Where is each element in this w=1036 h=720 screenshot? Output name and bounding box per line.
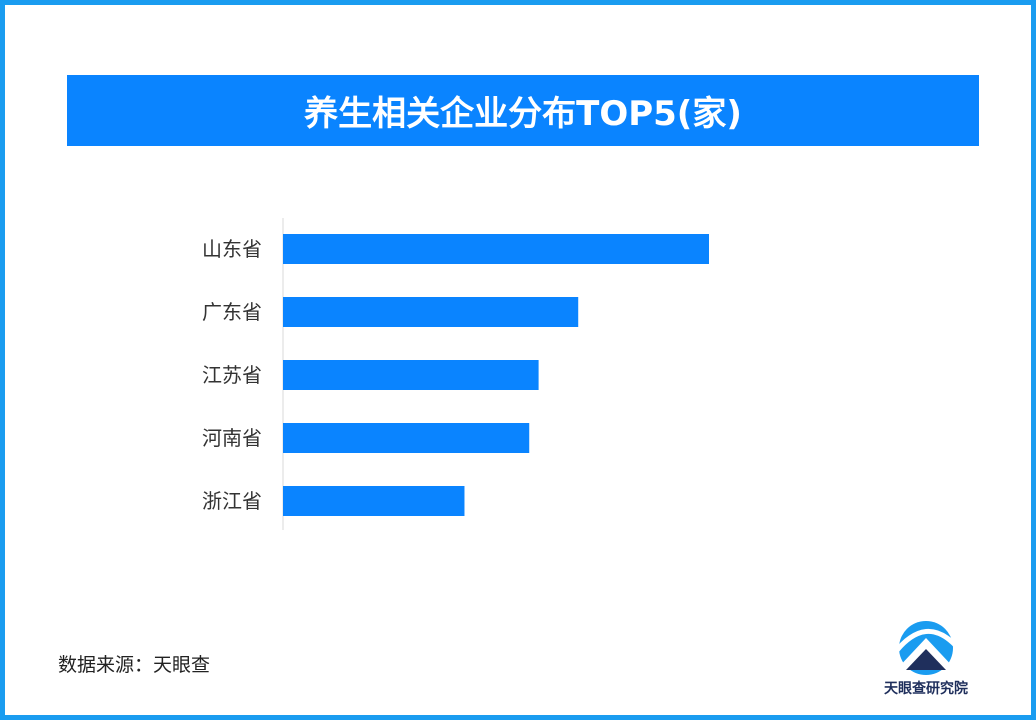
tianyancha-logo-icon <box>892 621 960 675</box>
category-label-3: 江苏省 <box>202 363 262 387</box>
logo: 天眼查研究院 <box>866 618 986 700</box>
category-label-5: 浙江省 <box>202 489 262 513</box>
data-source: 数据来源：天眼查 <box>58 654 211 676</box>
bar-1 <box>283 234 709 264</box>
bar-3 <box>283 360 539 390</box>
bar-4 <box>283 423 530 453</box>
logo-text: 天眼查研究院 <box>884 681 968 697</box>
chart-title: 养生相关企业分布TOP5(家) <box>304 94 742 134</box>
category-label-4: 河南省 <box>202 426 262 450</box>
bar-group <box>283 234 709 516</box>
bar-5 <box>283 486 465 516</box>
category-label-2: 广东省 <box>202 300 262 324</box>
title-banner: 养生相关企业分布TOP5(家) <box>67 75 979 146</box>
category-label-1: 山东省 <box>202 237 262 261</box>
bar-2 <box>283 297 579 327</box>
